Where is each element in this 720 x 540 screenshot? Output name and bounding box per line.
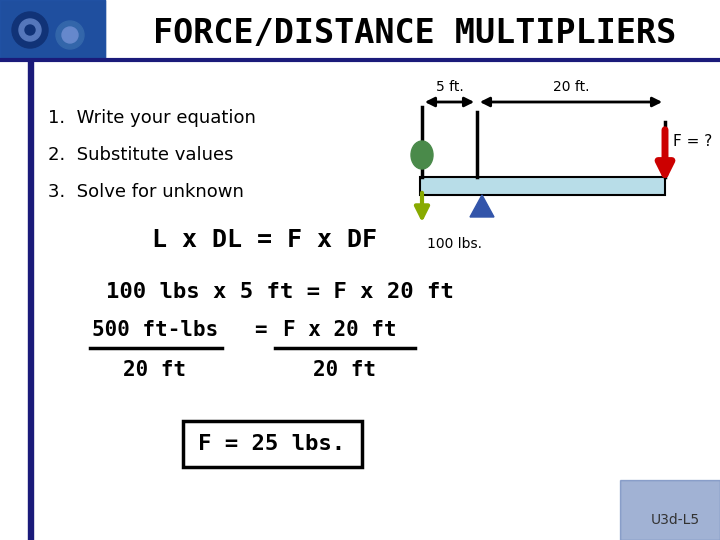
Text: 3.  Solve for unknown: 3. Solve for unknown [48, 183, 244, 201]
Text: F = 25 lbs.: F = 25 lbs. [199, 434, 346, 454]
Circle shape [56, 21, 84, 49]
Bar [420, 177, 665, 195]
Bar [620, 480, 720, 540]
Circle shape [19, 19, 41, 41]
Text: 500 ft-lbs: 500 ft-lbs [92, 320, 218, 340]
Bar [0, 0, 105, 60]
Circle shape [62, 27, 78, 43]
Text: 20 ft: 20 ft [123, 360, 186, 380]
Text: 20 ft: 20 ft [313, 360, 377, 380]
FancyBboxPatch shape [183, 421, 362, 467]
Polygon shape [470, 195, 494, 217]
Bar [0, 0, 105, 60]
Text: 20 ft.: 20 ft. [553, 80, 589, 94]
Text: 100 lbs.: 100 lbs. [427, 237, 482, 251]
Text: L x DL = F x DF: L x DL = F x DF [153, 228, 377, 252]
Text: F x 20 ft: F x 20 ft [283, 320, 397, 340]
Text: 100 lbs x 5 ft = F x 20 ft: 100 lbs x 5 ft = F x 20 ft [106, 282, 454, 302]
Ellipse shape [411, 141, 433, 169]
Text: 5 ft.: 5 ft. [436, 80, 464, 94]
Text: FORCE/DISTANCE MULTIPLIERS: FORCE/DISTANCE MULTIPLIERS [153, 17, 677, 50]
Text: F = ?: F = ? [673, 134, 712, 150]
Text: 1.  Write your equation: 1. Write your equation [48, 109, 256, 127]
Text: =: = [253, 320, 266, 340]
Circle shape [12, 12, 48, 48]
Text: 2.  Substitute values: 2. Substitute values [48, 146, 233, 164]
Bar [28, 60, 33, 540]
Circle shape [25, 25, 35, 35]
Text: U3d-L5: U3d-L5 [651, 513, 700, 527]
